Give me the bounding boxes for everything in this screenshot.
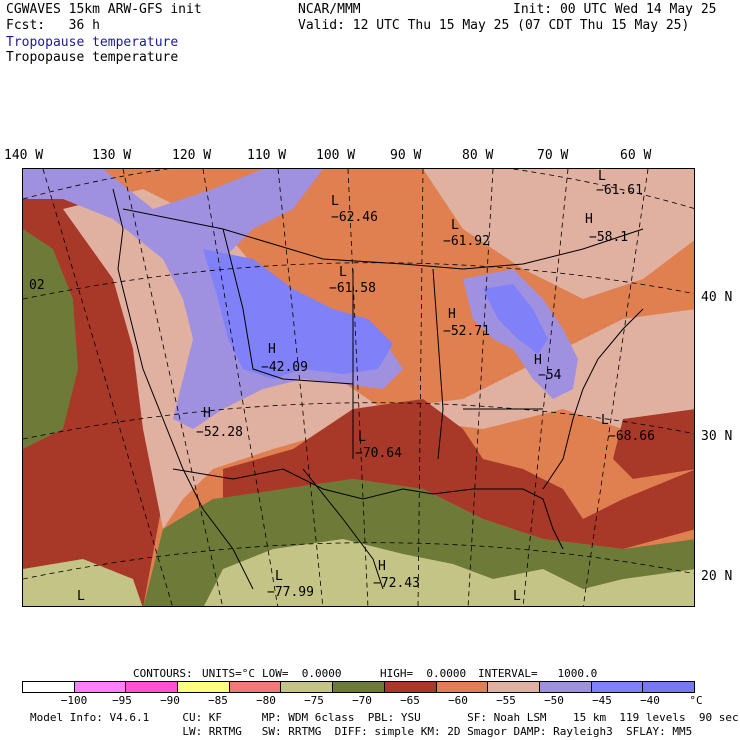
legend-tick: −90 (160, 694, 180, 707)
low-marker-se-corner: L (513, 589, 521, 604)
header-valid-time: Valid: 12 UTC Thu 15 May 25 (07 CDT Thu … (298, 18, 690, 33)
high-marker-lakes: H (448, 307, 456, 322)
legend-tick: −40 (640, 694, 660, 707)
low-value-hudson: −62.46 (331, 210, 378, 225)
legend-color-box (384, 682, 437, 692)
lat-label-40n: 40 N (701, 290, 733, 305)
lon-label-110w: 110 W (247, 148, 287, 163)
high-marker-gulf: H (378, 559, 386, 574)
legend-color-box (74, 682, 127, 692)
header-model-title: CGWAVES 15km ARW-GFS init (6, 2, 202, 17)
legend-tick: −45 (592, 694, 612, 707)
lat-lon-grid (23, 169, 694, 606)
low-marker-ne: L (598, 169, 606, 184)
legend-color-box (488, 682, 540, 692)
legend-unit: °C (689, 694, 703, 707)
lon-label-80w: 80 W (462, 148, 494, 163)
high-marker-ne: H (585, 212, 593, 227)
lon-label-60w: 60 W (620, 148, 652, 163)
low-marker-sw-corner: L (77, 589, 85, 604)
legend-tick: −55 (496, 694, 516, 707)
model-info-line1: Model Info: V4.6.1 CU: KF MP: WDM 6class… (30, 711, 739, 724)
header-field-title: Tropopause temperature (6, 35, 179, 50)
legend-color-box (126, 682, 179, 692)
low-marker-canada: L (451, 218, 459, 233)
high-value-east: −54 (538, 368, 562, 383)
low-value-pacific: 02 (29, 278, 45, 293)
high-value-ne: −58.1 (589, 230, 629, 245)
header-init-time: Init: 00 UTC Wed 14 May 25 (513, 2, 717, 17)
map-fill-layer (23, 169, 694, 606)
legend-color-box (333, 682, 385, 692)
legend-color-box (643, 682, 694, 692)
header-field-subtitle: Tropopause temperature (6, 50, 179, 65)
high-marker-central: H (268, 342, 276, 357)
south-dark-red-band (223, 399, 694, 549)
legend-tick: −80 (256, 694, 276, 707)
southwest-tan-region (23, 559, 143, 606)
high-label: HIGH= 0.0000 (380, 667, 467, 680)
contours-label: CONTOURS: (133, 667, 193, 680)
low-marker-south: L (358, 430, 366, 445)
high-value-gulf: −72.43 (373, 576, 420, 591)
legend-tick: −75 (304, 694, 324, 707)
legend-color-box (436, 682, 489, 692)
low-marker-mexico: L (275, 569, 283, 584)
low-value-canada: −61.92 (443, 234, 490, 249)
high-marker-east: H (534, 353, 542, 368)
southern-tan-region (204, 539, 694, 606)
legend-tick: −95 (112, 694, 132, 707)
coastlines-and-borders (112, 188, 644, 590)
lon-label-100w: 100 W (316, 148, 356, 163)
header-source: NCAR/MMM (298, 2, 361, 17)
header-forecast-hour: Fcst: 36 h (6, 18, 100, 33)
lat-label-30n: 30 N (701, 429, 733, 444)
high-marker-sw: H (203, 406, 211, 421)
high-value-central: −42.09 (261, 360, 308, 375)
legend-color-box (591, 682, 644, 692)
lat-label-20n: 20 N (701, 569, 733, 584)
lon-label-130w: 130 W (92, 148, 132, 163)
pacific-olive-region (23, 229, 78, 449)
legend-tick: −50 (544, 694, 564, 707)
legend-tick: −60 (448, 694, 468, 707)
legend-color-box (539, 682, 592, 692)
low-value-atlantic: −68.66 (608, 429, 655, 444)
northeast-pink-region (423, 169, 694, 299)
legend-color-box (281, 682, 334, 692)
low-value-mexico: −77.99 (267, 585, 314, 600)
legend-tick: −65 (400, 694, 420, 707)
units-label: UNITS=°C (202, 667, 255, 680)
tropopause-temperature-map: L −62.46 L −61.92 L −61.61 H −58.1 L −61… (22, 168, 695, 607)
high-value-sw: −52.28 (196, 425, 243, 440)
blue-central-core (203, 249, 393, 379)
legend-color-box (229, 682, 282, 692)
low-marker-atlantic: L (601, 413, 609, 428)
low-value-south: −70.64 (355, 446, 402, 461)
low-marker-hudson: L (331, 194, 339, 209)
low-marker-plains: L (339, 265, 347, 280)
model-info-line2: LW: RRTMG SW: RRTMG DIFF: simple KM: 2D … (30, 725, 693, 738)
lon-label-70w: 70 W (537, 148, 569, 163)
great-lakes-blue (483, 284, 548, 354)
legend-tick: −85 (208, 694, 228, 707)
atlantic-dark-red (613, 409, 694, 479)
legend-tick: −100 (60, 694, 88, 707)
low-label: LOW= 0.0000 (262, 667, 342, 680)
low-value-plains: −61.58 (329, 281, 376, 296)
lon-label-90w: 90 W (390, 148, 422, 163)
high-value-lakes: −52.71 (443, 324, 490, 339)
lon-label-120w: 120 W (172, 148, 212, 163)
legend-color-box (23, 682, 75, 692)
legend-color-box (178, 682, 230, 692)
low-value-ne: −61.61 (596, 183, 643, 198)
color-legend-bar (22, 681, 695, 693)
interval-label: INTERVAL= 1000.0 (478, 667, 598, 680)
legend-tick: −70 (352, 694, 372, 707)
lon-label-140w: 140 W (4, 148, 44, 163)
